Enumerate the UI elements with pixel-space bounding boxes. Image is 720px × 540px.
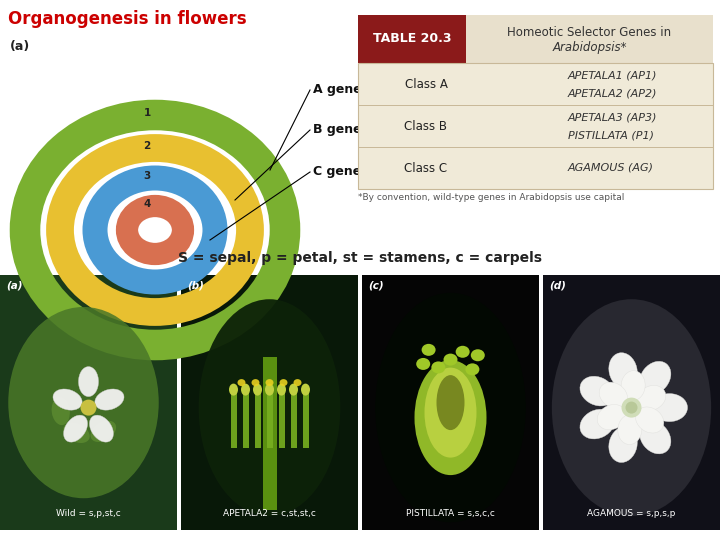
Ellipse shape bbox=[89, 415, 113, 442]
Text: Wild = s,p,st,c: Wild = s,p,st,c bbox=[56, 509, 121, 518]
Ellipse shape bbox=[52, 397, 70, 425]
Ellipse shape bbox=[456, 346, 469, 358]
Bar bbox=[230, 393, 236, 448]
Text: *By convention, wild-type genes in Arabidopsis use capital: *By convention, wild-type genes in Arabi… bbox=[358, 193, 624, 202]
Bar bbox=[181, 275, 358, 530]
Ellipse shape bbox=[63, 415, 88, 442]
Text: (a): (a) bbox=[6, 280, 22, 290]
Bar bbox=[362, 275, 539, 530]
Ellipse shape bbox=[431, 361, 446, 374]
Ellipse shape bbox=[95, 389, 124, 410]
Text: Class C: Class C bbox=[405, 161, 448, 174]
Ellipse shape bbox=[436, 375, 464, 430]
Text: Class A: Class A bbox=[405, 78, 447, 91]
Bar bbox=[254, 393, 261, 448]
Ellipse shape bbox=[626, 402, 637, 414]
Ellipse shape bbox=[279, 379, 287, 386]
Ellipse shape bbox=[78, 367, 99, 396]
Text: 4: 4 bbox=[143, 199, 150, 209]
Ellipse shape bbox=[8, 307, 158, 498]
Bar bbox=[466, 15, 713, 63]
Text: 3: 3 bbox=[143, 171, 150, 181]
Ellipse shape bbox=[639, 421, 671, 454]
Text: Class B: Class B bbox=[405, 119, 448, 132]
Text: Homeotic Selector Genes in: Homeotic Selector Genes in bbox=[508, 26, 672, 39]
Ellipse shape bbox=[199, 299, 341, 516]
Text: TABLE 20.3: TABLE 20.3 bbox=[373, 32, 451, 45]
Text: B genes: B genes bbox=[313, 124, 369, 137]
Bar bbox=[358, 63, 713, 189]
Bar bbox=[543, 275, 720, 530]
Ellipse shape bbox=[277, 383, 286, 396]
Ellipse shape bbox=[425, 368, 477, 457]
Text: PISTILLATA (P1): PISTILLATA (P1) bbox=[568, 131, 654, 141]
Bar bbox=[290, 393, 297, 448]
Text: Organogenesis in flowers: Organogenesis in flowers bbox=[8, 10, 247, 28]
Text: APETALA2 (AP2): APETALA2 (AP2) bbox=[568, 89, 657, 99]
Ellipse shape bbox=[238, 379, 246, 386]
Ellipse shape bbox=[416, 358, 431, 370]
Ellipse shape bbox=[639, 361, 671, 394]
Text: APETALA3 (AP3): APETALA3 (AP3) bbox=[568, 113, 657, 123]
Ellipse shape bbox=[375, 293, 526, 522]
Ellipse shape bbox=[471, 349, 485, 361]
Ellipse shape bbox=[580, 409, 615, 439]
Ellipse shape bbox=[621, 370, 645, 401]
Ellipse shape bbox=[552, 299, 711, 516]
Ellipse shape bbox=[609, 353, 637, 388]
Text: S = sepal, p = petal, st = stamens, c = carpels: S = sepal, p = petal, st = stamens, c = … bbox=[178, 251, 542, 265]
Ellipse shape bbox=[465, 363, 480, 375]
Text: (d): (d) bbox=[549, 280, 566, 290]
Text: PISTILLATA = s,s,c,c: PISTILLATA = s,s,c,c bbox=[406, 509, 495, 518]
Bar bbox=[263, 357, 276, 510]
Text: (b): (b) bbox=[187, 280, 204, 290]
Ellipse shape bbox=[444, 354, 457, 366]
Bar bbox=[302, 393, 308, 448]
Ellipse shape bbox=[599, 382, 627, 408]
Text: 1: 1 bbox=[143, 108, 150, 118]
Ellipse shape bbox=[618, 415, 642, 444]
Text: Arabidopsis*: Arabidopsis* bbox=[552, 40, 626, 53]
Ellipse shape bbox=[63, 423, 90, 443]
Ellipse shape bbox=[289, 383, 298, 396]
Ellipse shape bbox=[251, 379, 259, 386]
Ellipse shape bbox=[621, 397, 642, 417]
Ellipse shape bbox=[636, 407, 664, 433]
Text: APETALA2 = c,st,st,c: APETALA2 = c,st,st,c bbox=[223, 509, 316, 518]
Ellipse shape bbox=[636, 386, 666, 411]
Bar bbox=[358, 15, 466, 63]
Ellipse shape bbox=[229, 383, 238, 396]
Text: A genes: A genes bbox=[313, 84, 369, 97]
Bar bbox=[0, 275, 177, 530]
Bar bbox=[279, 393, 284, 448]
Ellipse shape bbox=[265, 383, 274, 396]
Bar bbox=[243, 393, 248, 448]
Text: APETALA1 (AP1): APETALA1 (AP1) bbox=[568, 71, 657, 81]
Ellipse shape bbox=[597, 404, 626, 430]
Text: (c): (c) bbox=[368, 280, 384, 290]
Ellipse shape bbox=[415, 360, 487, 475]
Ellipse shape bbox=[253, 383, 262, 396]
Text: (a): (a) bbox=[10, 40, 30, 53]
Ellipse shape bbox=[580, 376, 615, 406]
Bar bbox=[266, 393, 272, 448]
Ellipse shape bbox=[53, 389, 82, 410]
Ellipse shape bbox=[266, 379, 274, 386]
Ellipse shape bbox=[652, 394, 688, 422]
Ellipse shape bbox=[91, 421, 116, 442]
Ellipse shape bbox=[301, 383, 310, 396]
Ellipse shape bbox=[609, 427, 637, 462]
Ellipse shape bbox=[422, 344, 436, 356]
Text: AGAMOUS = s,p,s,p: AGAMOUS = s,p,s,p bbox=[588, 509, 675, 518]
Ellipse shape bbox=[294, 379, 302, 386]
Text: C genes: C genes bbox=[313, 165, 369, 179]
Ellipse shape bbox=[81, 400, 96, 416]
Text: AGAMOUS (AG): AGAMOUS (AG) bbox=[568, 163, 654, 173]
Text: 2: 2 bbox=[143, 141, 150, 151]
Ellipse shape bbox=[241, 383, 250, 396]
